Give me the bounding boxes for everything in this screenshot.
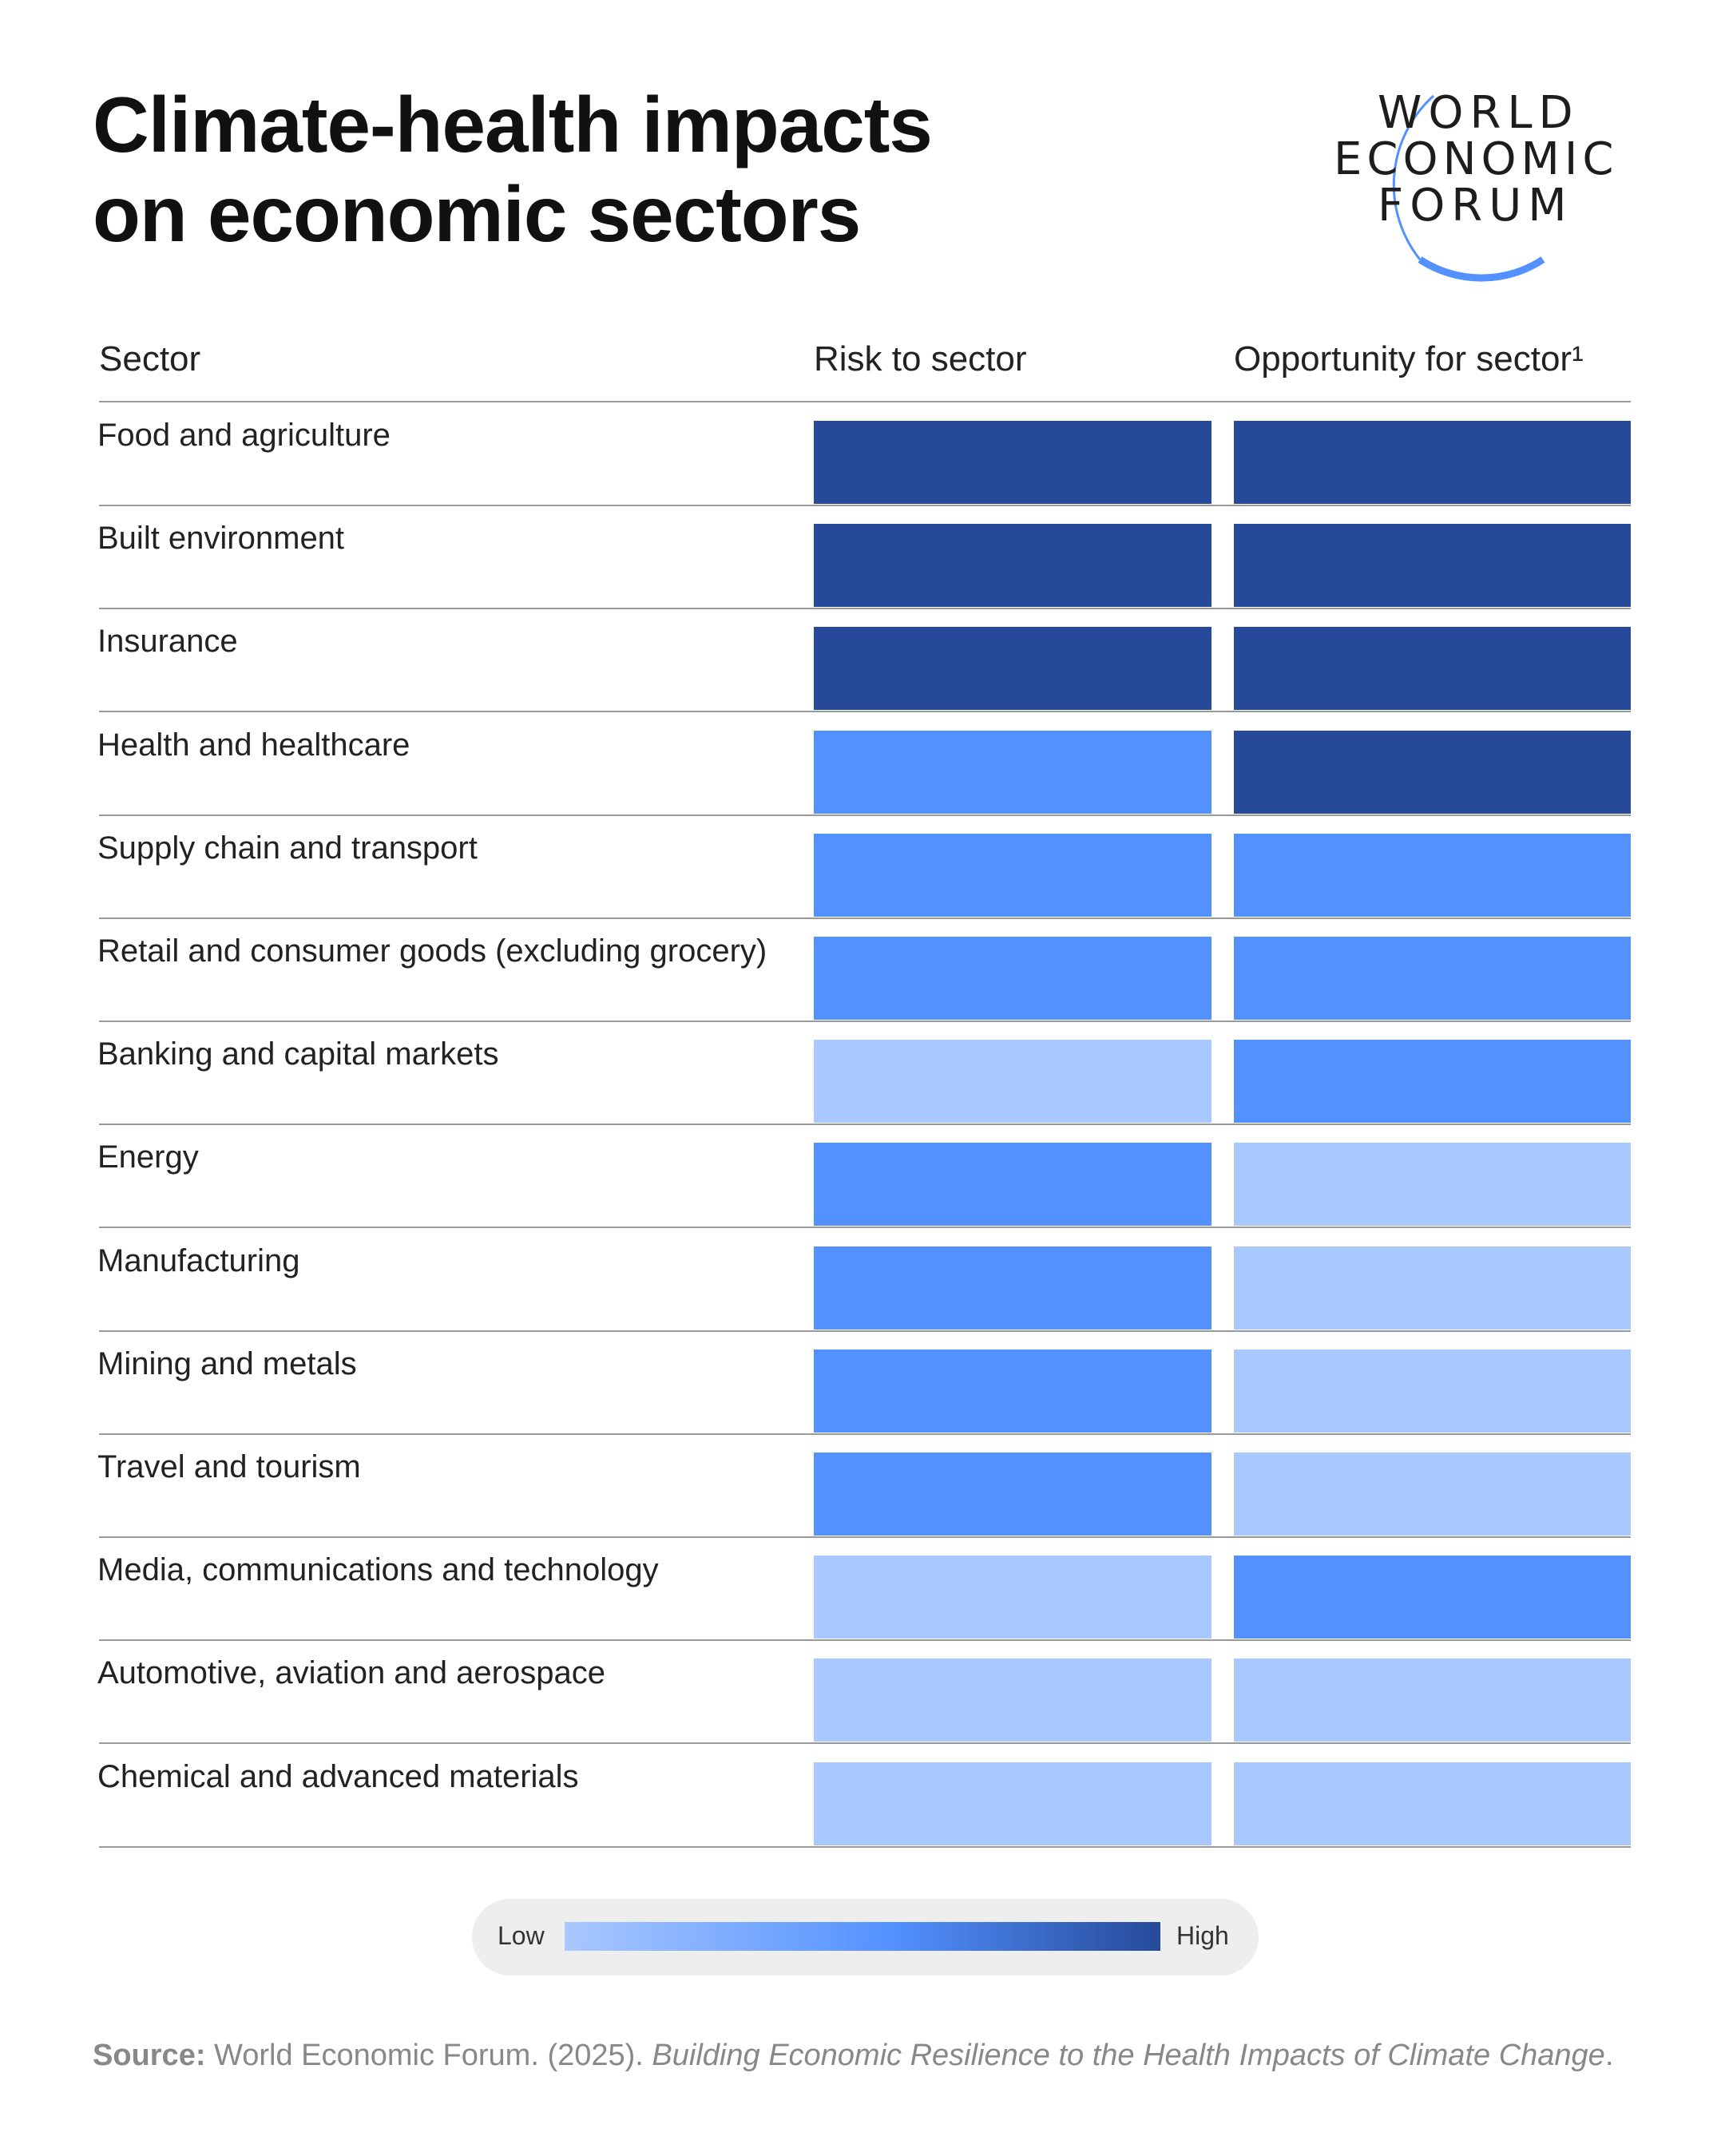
logo-word-2: ECONOMIC bbox=[1334, 133, 1618, 185]
opportunity-cell bbox=[1234, 1556, 1631, 1639]
opportunity-cell bbox=[1234, 1349, 1631, 1433]
table-row: Manufacturing bbox=[97, 1227, 1631, 1332]
table-row: Retail and consumer goods (excluding gro… bbox=[97, 917, 1631, 1022]
opportunity-cell bbox=[1234, 1040, 1631, 1124]
column-header-risk: Risk to sector bbox=[814, 339, 1027, 378]
table-row: Energy bbox=[97, 1124, 1631, 1229]
opportunity-cell bbox=[1234, 421, 1631, 504]
header-divider bbox=[99, 401, 1631, 402]
risk-cell bbox=[814, 1659, 1211, 1742]
row-divider bbox=[99, 1021, 1631, 1022]
row-divider bbox=[99, 1124, 1631, 1126]
row-divider bbox=[99, 711, 1631, 713]
sector-label: Health and healthcare bbox=[97, 727, 410, 763]
row-divider bbox=[99, 1227, 1631, 1229]
sector-label: Built environment bbox=[97, 521, 345, 557]
risk-cell bbox=[814, 1762, 1211, 1845]
table-row: Travel and tourism bbox=[97, 1433, 1631, 1538]
opportunity-cell bbox=[1234, 524, 1631, 608]
opportunity-cell bbox=[1234, 1246, 1631, 1330]
row-divider bbox=[99, 505, 1631, 506]
column-header-opportunity: Opportunity for sector¹ bbox=[1234, 339, 1584, 378]
risk-cell bbox=[814, 1556, 1211, 1639]
opportunity-cell bbox=[1234, 730, 1631, 814]
table-row: Supply chain and transport bbox=[97, 814, 1631, 919]
page-title: Climate-health impacts on economic sector… bbox=[93, 80, 933, 259]
legend-gradient-bar bbox=[565, 1922, 1160, 1951]
source-text: World Economic Forum. (2025). bbox=[205, 2039, 652, 2072]
table-row: Media, communications and technology bbox=[97, 1536, 1631, 1642]
sector-label: Media, communications and technology bbox=[97, 1552, 659, 1588]
sector-label: Retail and consumer goods (excluding gro… bbox=[97, 933, 767, 969]
table-row: Automotive, aviation and aerospace bbox=[97, 1639, 1631, 1745]
opportunity-cell bbox=[1234, 833, 1631, 917]
table-row: Chemical and advanced materials bbox=[97, 1743, 1631, 1848]
risk-cell bbox=[814, 937, 1211, 1020]
risk-cell bbox=[814, 730, 1211, 814]
row-divider bbox=[99, 1330, 1631, 1332]
risk-cell bbox=[814, 1349, 1211, 1433]
opportunity-cell bbox=[1234, 1659, 1631, 1742]
sector-label: Energy bbox=[97, 1139, 199, 1175]
title-line-2: on economic sectors bbox=[93, 170, 861, 258]
risk-cell bbox=[814, 1453, 1211, 1536]
table-row: Food and agriculture bbox=[97, 402, 1631, 506]
legend-low-label: Low bbox=[498, 1921, 545, 1950]
risk-cell bbox=[814, 421, 1211, 504]
title-line-1: Climate-health impacts bbox=[93, 81, 933, 168]
table-row: Banking and capital markets bbox=[97, 1021, 1631, 1126]
risk-cell bbox=[814, 1040, 1211, 1124]
opportunity-cell bbox=[1234, 1762, 1631, 1845]
sector-label: Banking and capital markets bbox=[97, 1036, 499, 1072]
opportunity-cell bbox=[1234, 1453, 1631, 1536]
row-divider bbox=[99, 814, 1631, 816]
row-divider bbox=[99, 1536, 1631, 1538]
sector-label: Travel and tourism bbox=[97, 1449, 361, 1484]
sector-label: Supply chain and transport bbox=[97, 830, 478, 866]
sector-label: Insurance bbox=[97, 624, 238, 660]
wef-logo: WORLD ECONOMIC FORUM bbox=[1334, 87, 1618, 282]
table-row: Health and healthcare bbox=[97, 711, 1631, 816]
logo-word-3: FORUM bbox=[1378, 180, 1573, 232]
sector-label: Food and agriculture bbox=[97, 418, 391, 453]
source-end: . bbox=[1604, 2039, 1614, 2072]
row-divider bbox=[99, 1639, 1631, 1642]
column-header-sector: Sector bbox=[99, 339, 201, 378]
legend-high-label: High bbox=[1176, 1921, 1229, 1950]
row-divider bbox=[99, 608, 1631, 610]
row-divider bbox=[99, 1433, 1631, 1435]
opportunity-cell bbox=[1234, 1143, 1631, 1227]
sector-label: Chemical and advanced materials bbox=[97, 1758, 579, 1794]
opportunity-cell bbox=[1234, 937, 1631, 1020]
opportunity-cell bbox=[1234, 627, 1631, 711]
source-title: Building Economic Resilience to the Heal… bbox=[652, 2039, 1605, 2072]
risk-cell bbox=[814, 524, 1211, 608]
risk-cell bbox=[814, 627, 1211, 711]
table-row: Insurance bbox=[97, 608, 1631, 713]
risk-cell bbox=[814, 1143, 1211, 1227]
row-divider bbox=[99, 1845, 1631, 1848]
sector-label: Manufacturing bbox=[97, 1242, 300, 1278]
source-note: Source: World Economic Forum. (2025). Bu… bbox=[93, 2039, 1613, 2073]
source-label: Source: bbox=[93, 2039, 206, 2072]
row-divider bbox=[99, 1742, 1631, 1745]
table-row: Built environment bbox=[97, 505, 1631, 610]
sector-label: Mining and metals bbox=[97, 1346, 357, 1381]
risk-cell bbox=[814, 1246, 1211, 1330]
row-divider bbox=[99, 917, 1631, 919]
table-row: Mining and metals bbox=[97, 1330, 1631, 1435]
logo-word-1: WORLD bbox=[1378, 87, 1580, 139]
sector-label: Automotive, aviation and aerospace bbox=[97, 1655, 605, 1691]
color-legend: Low High bbox=[472, 1899, 1259, 1976]
risk-cell bbox=[814, 833, 1211, 917]
